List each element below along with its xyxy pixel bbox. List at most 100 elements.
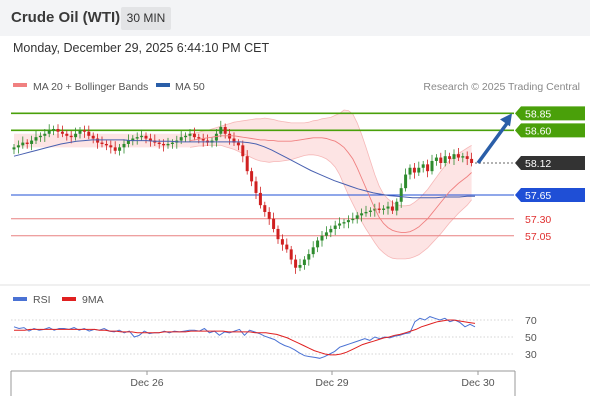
candle-body: [276, 228, 280, 240]
candle-body: [329, 228, 333, 233]
x-axis-ticks: Dec 26 Dec 29 Dec 30: [130, 371, 495, 389]
ma50-legend-label: MA 50: [175, 81, 205, 93]
candle-body: [311, 247, 315, 255]
header-bar: [0, 0, 590, 36]
candle-body: [421, 164, 425, 168]
candle-body: [377, 208, 381, 210]
rsi-ma-line: [14, 319, 476, 356]
candle-body: [219, 126, 223, 134]
candle-body: [12, 147, 16, 150]
candle-body: [452, 154, 456, 159]
rsi-panel: 70 50 30: [11, 315, 537, 361]
level-label-57.30: 57.30: [525, 214, 551, 226]
candle-body: [100, 142, 104, 144]
candle-body: [470, 158, 474, 163]
rsi-ma-legend-swatch: [62, 297, 76, 301]
research-credit: Research © 2025 Trading Central: [423, 81, 580, 93]
candle-body: [78, 130, 82, 134]
candle-body: [34, 137, 38, 141]
candle-body: [417, 167, 421, 173]
candle-body: [245, 156, 249, 172]
candle-body: [38, 135, 42, 138]
candle-body: [426, 164, 430, 172]
candle-body: [272, 218, 276, 229]
candle-body: [289, 249, 293, 260]
instrument-title: Crude Oil (WTI): [11, 9, 121, 26]
candle-body: [465, 156, 469, 159]
candle-body: [188, 133, 192, 136]
candle-body: [131, 138, 135, 141]
candle-body: [294, 259, 298, 268]
candle-body: [140, 135, 144, 138]
rsi-tick-70: 70: [525, 315, 537, 327]
candle-body: [109, 145, 113, 148]
candle-body: [250, 171, 254, 182]
moving-averages: [13, 135, 475, 233]
candle-body: [280, 239, 284, 245]
candle-body: [148, 138, 152, 141]
candle-body: [430, 160, 434, 172]
level-label-bg-58.85: [515, 106, 585, 121]
candle-body: [382, 208, 386, 210]
timeframe-button[interactable]: 30 MIN: [121, 7, 171, 30]
candle-body: [302, 259, 306, 265]
candle-body: [456, 154, 460, 158]
level-label-58.12: 58.12: [525, 158, 551, 170]
rsi-ma-legend-label: 9MA: [82, 294, 104, 306]
candle-body: [144, 135, 148, 139]
candle-body: [113, 147, 117, 151]
forecast-arrow-shaft: [476, 122, 509, 165]
x-tick-label-0: Dec 26: [130, 377, 163, 389]
candle-body: [30, 140, 34, 144]
candle-body: [236, 142, 240, 146]
candle-body: [126, 140, 130, 144]
candle-body: [122, 143, 126, 148]
candle-body: [316, 240, 320, 248]
candle-body: [324, 232, 328, 236]
candle-body: [320, 235, 324, 241]
level-label-58.85: 58.85: [525, 108, 551, 120]
candle-body: [69, 135, 73, 138]
candle-body: [258, 192, 262, 206]
candle-body: [87, 131, 91, 136]
bollinger-lower-line: [189, 144, 472, 260]
candle-body: [395, 201, 399, 211]
candle-body: [184, 135, 188, 138]
candle-body: [214, 133, 218, 141]
candle-body: [60, 131, 64, 134]
level-label-57.05: 57.05: [525, 231, 551, 243]
level-labels: 58.85 58.60 58.12 57.65 57.30 57.05: [515, 106, 585, 243]
price-levels: [11, 112, 514, 237]
candle-body: [170, 142, 174, 144]
candle-body: [192, 133, 196, 138]
candle-body: [448, 156, 452, 159]
candle-body: [74, 133, 78, 138]
chart-datetime: Monday, December 29, 2025 6:44:10 PM CET: [13, 41, 270, 55]
candle-body: [342, 222, 346, 224]
candle-body: [461, 156, 465, 158]
candle-body: [254, 181, 258, 193]
candle-body: [201, 138, 205, 141]
candle-body: [399, 188, 403, 202]
candle-body: [135, 137, 139, 139]
candle-body: [360, 213, 364, 216]
candle-body: [43, 133, 47, 136]
candle-body: [404, 174, 408, 189]
level-label-bg-57.65: [515, 187, 585, 202]
candle-body: [179, 137, 183, 141]
bollinger-legend-swatch: [13, 83, 27, 87]
candle-body: [118, 147, 122, 151]
candle-body: [91, 135, 95, 139]
candle-body: [434, 157, 438, 161]
ma50-legend-swatch: [156, 83, 170, 87]
candle-body: [351, 218, 355, 221]
rsi-tick-30: 30: [525, 349, 537, 361]
bollinger-legend-label: MA 20 + Bollinger Bands: [33, 81, 148, 93]
rsi-line: [13, 316, 476, 359]
candle-body: [263, 205, 267, 212]
candle-body: [197, 137, 201, 139]
candle-body: [285, 244, 289, 250]
candle-body: [386, 206, 390, 209]
candle-body: [56, 129, 60, 132]
